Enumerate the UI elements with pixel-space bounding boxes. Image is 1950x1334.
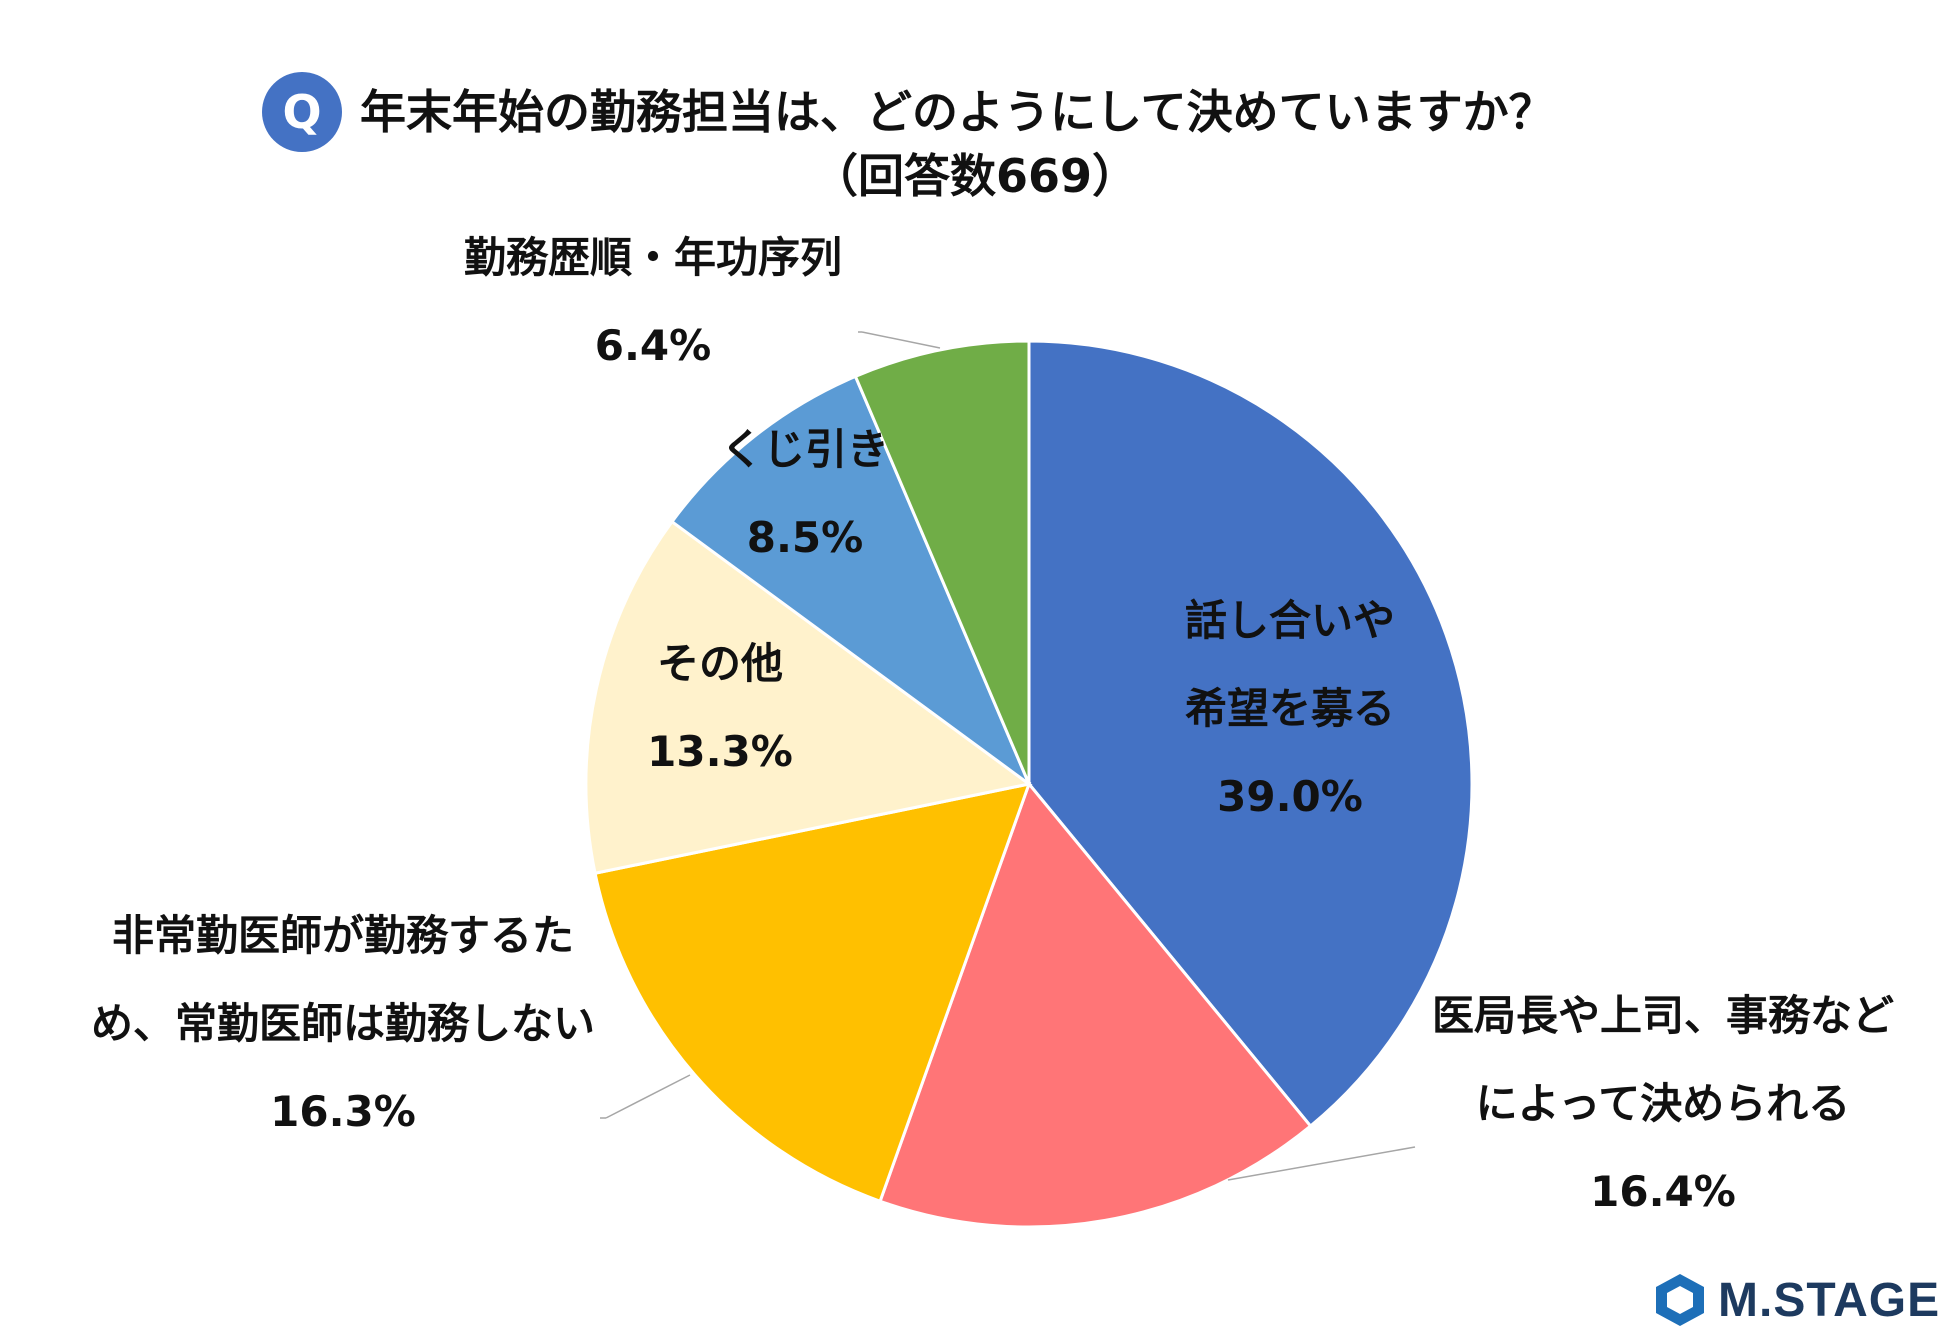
leader-line-3 [605, 1074, 691, 1119]
pie-slice-1 [1027, 339, 1474, 1129]
slice-5-label: くじ引き [721, 425, 889, 474]
slice-2-label: 医局長や上司、事務など [1432, 991, 1894, 1040]
logo-text: M.STAGE [1718, 1273, 1941, 1327]
slice-4-label: その他 [657, 639, 783, 688]
slice-3-label: め、常勤医師は勤務しない [91, 999, 595, 1048]
pie-slice-4 [584, 519, 1033, 876]
chart-title: 年末年始の勤務担当は、どのようにして決めていますか？ [360, 85, 1555, 139]
logo-hexagon-icon [1656, 1274, 1704, 1326]
question-badge: Q [262, 72, 342, 152]
slice-6-percent: 6.4% [595, 321, 711, 370]
slice-1-label: 希望を募る [1185, 684, 1395, 733]
pie-slice-3 [593, 781, 1032, 1204]
slice-3-label: 非常勤医師が勤務するた [112, 911, 574, 960]
slice-3-percent: 16.3% [270, 1087, 416, 1136]
slice-1-label: 話し合いや [1185, 596, 1395, 645]
slice-6-label: 勤務歴順・年功序列 [464, 233, 842, 282]
slice-1-percent: 39.0% [1217, 772, 1363, 821]
pie-slice-6 [853, 339, 1031, 785]
slice-2-label: によって決められる [1476, 1079, 1851, 1128]
slice-2-percent: 16.4% [1590, 1167, 1736, 1216]
leader-line-2 [1227, 1146, 1416, 1181]
brand-logo: M.STAGE [1650, 1270, 1950, 1330]
leader-line-6 [861, 331, 941, 349]
chart-subtitle: （回答数669） [811, 149, 1139, 203]
pie-slice-2 [878, 781, 1313, 1229]
pie-slice-5 [669, 374, 1033, 789]
slice-4-percent: 13.3% [647, 727, 793, 776]
slice-5-percent: 8.5% [747, 513, 863, 562]
